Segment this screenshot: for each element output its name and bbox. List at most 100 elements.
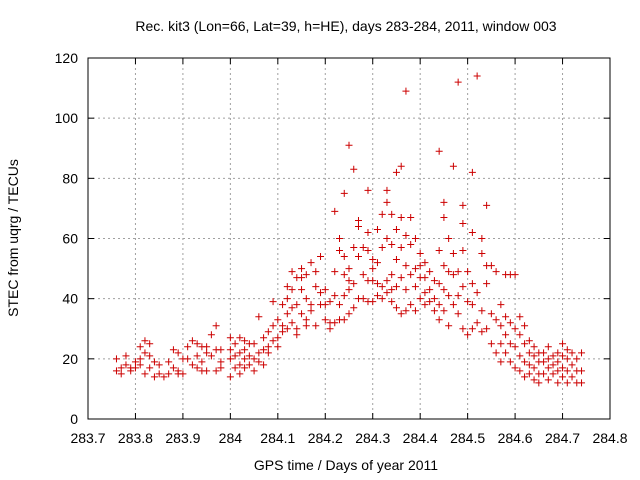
data-point (340, 316, 348, 324)
data-point (573, 355, 581, 363)
data-point (326, 325, 334, 333)
data-point (502, 349, 510, 357)
data-point (392, 225, 400, 233)
data-point (236, 361, 244, 369)
data-point (378, 210, 386, 218)
data-point (449, 162, 457, 170)
data-point (525, 337, 533, 345)
data-point (521, 358, 529, 366)
data-point (250, 355, 258, 363)
data-point (307, 307, 315, 315)
data-point (511, 325, 519, 333)
data-point (117, 370, 125, 378)
data-point (435, 147, 443, 155)
data-point (506, 319, 514, 327)
data-point (122, 352, 130, 360)
data-point (146, 352, 154, 360)
data-point (568, 349, 576, 357)
y-tick-label: 100 (55, 110, 79, 126)
data-point (440, 286, 448, 294)
data-point (516, 352, 524, 360)
data-point (454, 78, 462, 86)
data-point (264, 349, 272, 357)
data-point (421, 259, 429, 267)
data-point (255, 358, 263, 366)
data-point (578, 349, 586, 357)
y-tick-label: 20 (62, 351, 78, 367)
data-point (416, 262, 424, 270)
data-point (430, 307, 438, 315)
data-point (459, 325, 467, 333)
x-tick-label: 283.7 (70, 430, 105, 446)
x-tick-label: 284.7 (545, 430, 580, 446)
data-point (298, 286, 306, 294)
data-point (241, 346, 249, 354)
data-point (207, 331, 215, 339)
data-point (397, 162, 405, 170)
data-point (440, 213, 448, 221)
data-point (302, 271, 310, 279)
data-point (473, 289, 481, 297)
data-point (497, 322, 505, 330)
data-point (298, 310, 306, 318)
y-axis-label: STEC from uqrg / TECUs (5, 159, 21, 317)
data-point (511, 343, 519, 351)
y-tick-label: 0 (70, 411, 78, 427)
data-point (345, 265, 353, 273)
data-point (350, 280, 358, 288)
data-point (483, 325, 491, 333)
data-point (563, 346, 571, 354)
data-point (369, 277, 377, 285)
data-point (473, 319, 481, 327)
data-point (336, 247, 344, 255)
data-point (321, 301, 329, 309)
data-point (402, 87, 410, 95)
data-point (578, 367, 586, 375)
data-point (345, 310, 353, 318)
data-point (554, 379, 562, 387)
data-point (274, 316, 282, 324)
data-point (245, 352, 253, 360)
data-point (136, 355, 144, 363)
data-point (416, 250, 424, 258)
data-point (563, 379, 571, 387)
data-point (530, 364, 538, 372)
data-point (141, 370, 149, 378)
data-point (373, 259, 381, 267)
data-point (402, 286, 410, 294)
data-point (373, 280, 381, 288)
data-point (449, 301, 457, 309)
data-point (435, 301, 443, 309)
data-point (288, 286, 296, 294)
data-point (445, 322, 453, 330)
data-point (392, 168, 400, 176)
data-point (241, 355, 249, 363)
y-tick-label: 40 (62, 291, 78, 307)
data-point (241, 364, 249, 372)
data-point (521, 373, 529, 381)
y-tick-label: 60 (62, 231, 78, 247)
data-point (350, 244, 358, 252)
data-point (483, 280, 491, 288)
data-point (464, 331, 472, 339)
data-point (502, 313, 510, 321)
data-point (525, 361, 533, 369)
data-point (279, 322, 287, 330)
data-point (203, 349, 211, 357)
data-point (445, 292, 453, 300)
data-point (184, 355, 192, 363)
data-point (312, 268, 320, 276)
data-point (226, 334, 234, 342)
data-point (388, 271, 396, 279)
data-point (165, 358, 173, 366)
data-point (169, 364, 177, 372)
data-point (326, 298, 334, 306)
data-point (298, 265, 306, 273)
data-point (203, 343, 211, 351)
data-point (383, 198, 391, 206)
data-point (331, 292, 339, 300)
data-point (212, 367, 220, 375)
data-point (250, 367, 258, 375)
data-point (288, 319, 296, 327)
